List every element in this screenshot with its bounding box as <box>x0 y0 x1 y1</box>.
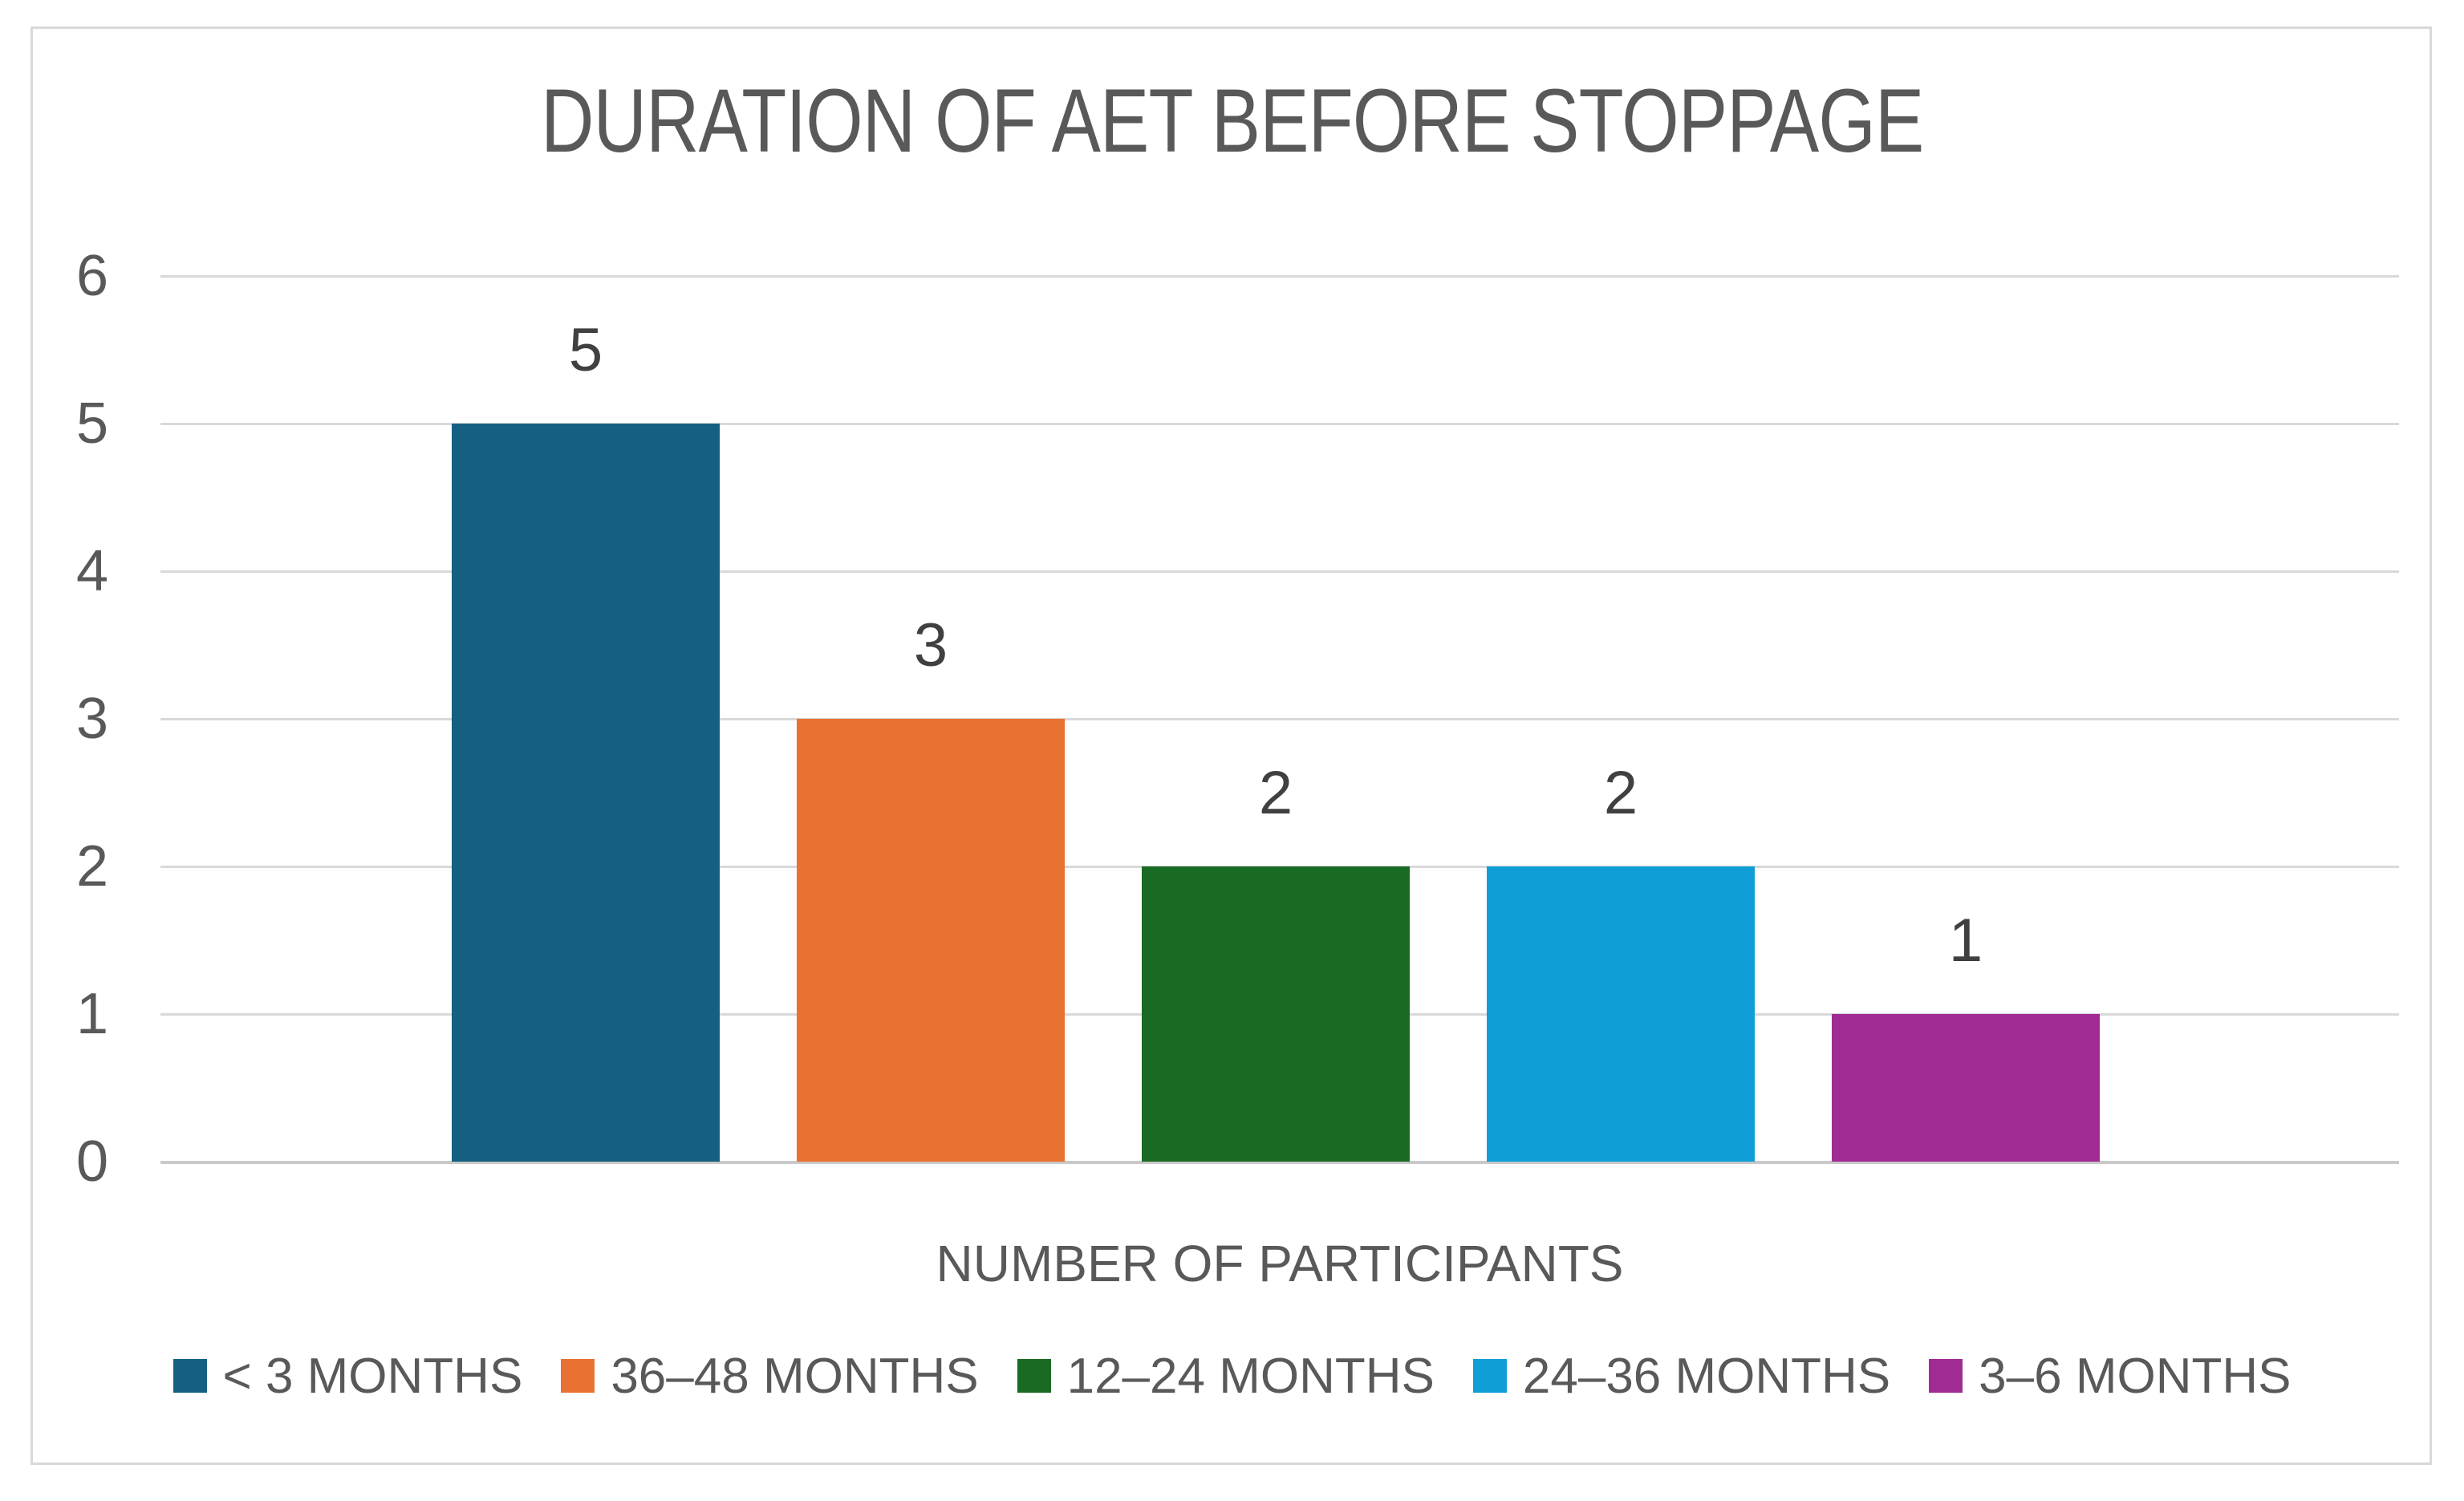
bar-3-months <box>452 424 720 1162</box>
legend-item-12-24-months: 12–24 MONTHS <box>1017 1348 1435 1405</box>
legend-item-3-6-months: 3–6 MONTHS <box>1929 1348 2291 1405</box>
y-axis-tick-label-1: 1 <box>75 982 108 1046</box>
gridline-3 <box>160 718 2399 720</box>
legend-swatch-3-6-months <box>1929 1359 1963 1393</box>
legend: < 3 MONTHS 36–48 MONTHS 12–24 MONTHS 24–36 … <box>0 1348 2464 1405</box>
chart-border <box>30 26 2432 1465</box>
legend-swatch-24-36-months <box>1472 1359 1507 1393</box>
bar-24-36-months <box>1487 866 1755 1162</box>
data-label-24-36-months: 2 <box>1603 759 1638 827</box>
x-axis-line <box>160 1161 2399 1164</box>
gridline-5 <box>160 423 2399 425</box>
y-axis-tick-label-0: 0 <box>75 1130 108 1194</box>
data-label-3-6-months: 1 <box>1948 907 1983 975</box>
data-label-12-24-months: 2 <box>1258 759 1293 827</box>
x-axis-title: NUMBER OF PARTICIPANTS <box>936 1235 1624 1292</box>
legend-label-3-6-months: 3–6 MONTHS <box>1979 1348 2291 1404</box>
legend-item-24-36-months: 24–36 MONTHS <box>1472 1348 1891 1405</box>
data-label-3-months: 5 <box>568 316 603 384</box>
y-axis-tick-label-2: 2 <box>75 834 108 899</box>
y-axis-tick-label-3: 3 <box>75 687 108 751</box>
legend-swatch-12-24-months <box>1017 1359 1051 1393</box>
data-label-36-48-months: 3 <box>913 611 948 680</box>
bar-3-6-months <box>1832 1014 2100 1162</box>
gridline-4 <box>160 570 2399 573</box>
y-axis-tick-label-5: 5 <box>75 391 108 456</box>
chart-title-text: DURATION OF AET BEFORE STOPPAGE <box>540 71 1924 171</box>
legend-item-36-48-months: 36–48 MONTHS <box>561 1348 979 1405</box>
legend-label-3-months: < 3 MONTHS <box>222 1348 523 1404</box>
legend-swatch-3-months <box>173 1359 207 1393</box>
bar-12-24-months <box>1142 866 1410 1162</box>
bar-36-48-months <box>797 719 1065 1162</box>
legend-label-24-36-months: 24–36 MONTHS <box>1522 1348 1891 1404</box>
legend-label-36-48-months: 36–48 MONTHS <box>611 1348 979 1404</box>
y-axis-tick-label-4: 4 <box>75 539 108 603</box>
chart-title: DURATION OF AET BEFORE STOPPAGE <box>0 74 2464 168</box>
legend-swatch-36-48-months <box>561 1359 595 1393</box>
legend-item-3-months: < 3 MONTHS <box>173 1348 523 1405</box>
legend-label-12-24-months: 12–24 MONTHS <box>1066 1348 1435 1404</box>
y-axis-tick-label-6: 6 <box>75 244 108 308</box>
gridline-6 <box>160 275 2399 278</box>
